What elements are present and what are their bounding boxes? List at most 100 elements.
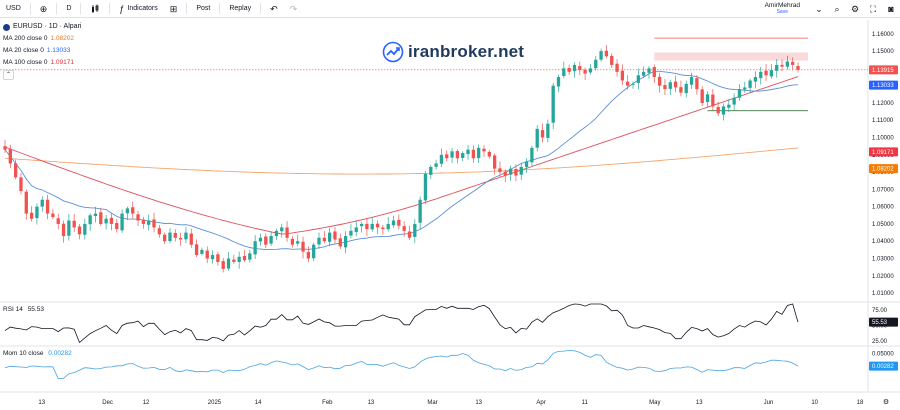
candle <box>684 83 688 94</box>
candle <box>439 154 444 164</box>
rsi-legend[interactable]: RSI 14 55.53 <box>3 306 44 313</box>
ma20-price-label-bg <box>869 80 898 90</box>
price-axis-tick: 1.06000 <box>872 205 894 211</box>
candle <box>588 68 593 73</box>
time-axis-tick: Dec <box>102 400 113 406</box>
candle <box>642 71 646 76</box>
symbol-label: USD <box>6 5 21 12</box>
candle <box>13 163 18 178</box>
compare-symbol-button[interactable]: ⊕ <box>34 0 54 18</box>
candle <box>546 123 550 138</box>
candle <box>290 238 295 245</box>
watermark-text: iranbroker.net <box>408 42 525 61</box>
price-axis-tick: 1.03000 <box>872 257 894 263</box>
toolbar-divider <box>56 3 58 14</box>
symbol-search-button[interactable]: USD <box>0 0 27 18</box>
rsi-line <box>4 303 799 344</box>
mom-line <box>4 350 799 380</box>
post-label: Post <box>196 5 211 12</box>
candle <box>24 191 28 214</box>
candle <box>88 215 92 225</box>
top-toolbar: USD ⊕ D ƒ Indicators ⊞ Post Replay ↶ ↷ A… <box>0 0 900 18</box>
chart-type-button[interactable] <box>84 0 106 18</box>
candle <box>147 220 151 225</box>
last-price-label-bg <box>869 65 898 75</box>
gear-icon[interactable]: ⚙ <box>850 3 860 14</box>
candle <box>578 66 582 71</box>
ma100-price-label-bg <box>869 147 898 157</box>
candle <box>540 130 545 138</box>
candle <box>115 223 119 230</box>
candle <box>317 237 321 245</box>
candle <box>434 163 438 167</box>
toolbar-divider <box>260 3 262 14</box>
candle <box>285 227 289 238</box>
fullscreen-icon[interactable]: ⛶ <box>869 3 877 14</box>
candle <box>386 223 390 230</box>
ma100-legend[interactable]: MA 100 close 0 1.09171 <box>3 57 81 69</box>
candle <box>280 227 284 232</box>
undo-icon: ↶ <box>270 3 278 14</box>
candle <box>253 241 257 255</box>
ma20-price-label: 1.13033 <box>872 83 894 89</box>
candle <box>125 208 130 214</box>
camera-icon[interactable]: ◙ <box>888 4 894 14</box>
candle <box>487 151 491 157</box>
indicators-button[interactable]: ƒ Indicators <box>113 0 163 18</box>
symbol-row: EURUSD · 1D · Alpari <box>3 21 81 33</box>
candle <box>194 244 199 256</box>
candle <box>163 234 167 242</box>
candle <box>721 106 726 115</box>
candle <box>737 89 742 98</box>
candle <box>168 232 172 242</box>
candle <box>769 70 774 77</box>
price-axis-tick: 1.05000 <box>872 222 894 228</box>
undo-button[interactable]: ↶ <box>264 0 284 18</box>
mom-value: 0.00282 <box>48 350 72 357</box>
ma20-legend[interactable]: MA 20 close 0 1.13033 <box>3 45 81 57</box>
layouts-button[interactable]: ⊞ <box>164 0 184 18</box>
ma200-legend[interactable]: MA 200 close 0 1.08202 <box>3 33 81 45</box>
candle <box>35 206 39 219</box>
time-axis-tick: 13 <box>368 400 375 406</box>
candle <box>56 218 60 224</box>
mom-legend[interactable]: Mom 10 close 0.00282 <box>3 350 72 357</box>
candle <box>482 148 486 152</box>
candle <box>519 166 523 175</box>
mom-axis-tick: 0.05000 <box>872 351 894 357</box>
main-legend: EURUSD · 1D · Alpari MA 200 close 0 1.08… <box>3 21 81 80</box>
last-price-label: 1.13915 <box>872 68 894 74</box>
interval-button[interactable]: D <box>60 0 77 18</box>
candle <box>375 223 380 228</box>
candle <box>19 177 23 192</box>
candle <box>343 236 348 248</box>
candle <box>381 227 385 230</box>
candles-icon <box>92 4 99 13</box>
candle <box>407 231 412 238</box>
time-axis-tick: 10 <box>811 400 818 406</box>
user-save-button[interactable]: AmirMehrad Save <box>765 2 800 15</box>
ma200-price-label-bg <box>869 164 898 174</box>
grid-icon: ⊞ <box>169 3 178 14</box>
interval-label: D <box>66 5 72 12</box>
candle <box>232 259 236 262</box>
search-icon[interactable]: ⌕ <box>834 3 840 14</box>
candle <box>269 236 273 244</box>
candle <box>349 230 353 236</box>
replay-button[interactable]: Replay <box>223 0 257 18</box>
candle <box>679 87 683 93</box>
candle <box>120 213 124 231</box>
post-button[interactable]: Post <box>190 0 216 18</box>
candle <box>8 149 12 164</box>
time-axis-tick: 18 <box>857 400 864 406</box>
candle <box>610 55 614 65</box>
candle <box>61 223 66 237</box>
redo-button[interactable]: ↷ <box>284 0 304 18</box>
candle <box>189 233 193 245</box>
collapse-legend-button[interactable]: ⌃ <box>3 70 15 80</box>
ma200-label: MA 200 close 0 <box>3 35 48 42</box>
candle <box>99 212 103 224</box>
chevron-down-icon[interactable]: ⌄ <box>815 3 823 14</box>
price-axis-tick: 1.01000 <box>872 291 894 297</box>
